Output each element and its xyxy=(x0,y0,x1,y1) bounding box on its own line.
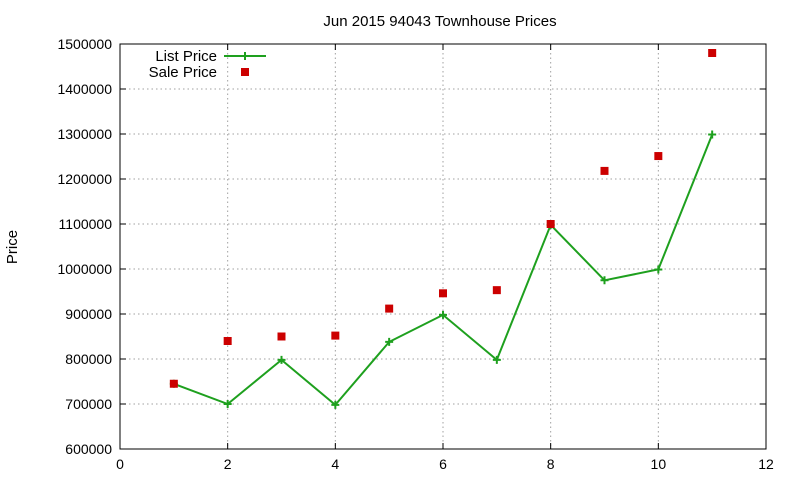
sale-price-point xyxy=(385,304,394,313)
legend-square-marker xyxy=(241,68,249,76)
y-tick-label: 800000 xyxy=(65,351,112,367)
list-price-point xyxy=(277,355,286,364)
y-tick-label: 1500000 xyxy=(57,36,112,52)
legend-label: Sale Price xyxy=(149,64,217,81)
y-axis-label: Price xyxy=(4,230,21,264)
grid-lines xyxy=(120,44,766,449)
sale-price-point xyxy=(708,49,717,57)
y-tick-label: 1100000 xyxy=(59,216,113,232)
list-price-point xyxy=(654,265,663,274)
list-price-point xyxy=(385,337,394,346)
y-tick-label: 1400000 xyxy=(57,81,112,97)
chart-title: Jun 2015 94043 Townhouse Prices xyxy=(323,13,556,30)
list-price-point xyxy=(600,276,609,285)
legend-plus-marker xyxy=(241,52,249,60)
x-tick-label: 6 xyxy=(439,456,447,472)
x-tick-label: 4 xyxy=(331,456,339,472)
list-price-point xyxy=(331,400,340,409)
x-tick-label: 8 xyxy=(547,456,555,472)
sale-price-point xyxy=(600,166,609,175)
axis-ticks: 0 2 4 6 8 10 12 600000 700000 800000 900000 1000000… xyxy=(57,36,774,472)
sale-price-point xyxy=(223,337,232,345)
y-tick-label: 1300000 xyxy=(57,126,112,142)
y-tick-label: 600000 xyxy=(65,441,112,457)
x-tick-label: 12 xyxy=(758,456,774,472)
y-tick-label: 700000 xyxy=(65,396,112,412)
sale-price-point xyxy=(277,332,286,341)
sale-price-point xyxy=(169,379,178,388)
list-price-point xyxy=(492,355,501,364)
sale-price-point xyxy=(492,286,501,295)
y-tick-label: 1200000 xyxy=(57,171,112,187)
y-tick-label: 1000000 xyxy=(57,261,112,277)
x-tick-label: 0 xyxy=(116,456,124,472)
list-price-point xyxy=(439,310,447,319)
legend-label: List Price xyxy=(155,48,217,65)
sale-price-point xyxy=(546,220,555,228)
list-price-point xyxy=(223,400,232,408)
series-layer xyxy=(169,49,717,409)
sale-price-point xyxy=(331,331,340,340)
sale-price-point xyxy=(439,289,447,298)
sale-price-point xyxy=(654,152,663,161)
x-tick-label: 10 xyxy=(651,456,667,472)
y-tick-label: 900000 xyxy=(65,306,112,322)
list-price-point xyxy=(708,130,717,139)
x-tick-label: 2 xyxy=(224,456,232,472)
series-1 xyxy=(169,49,717,388)
